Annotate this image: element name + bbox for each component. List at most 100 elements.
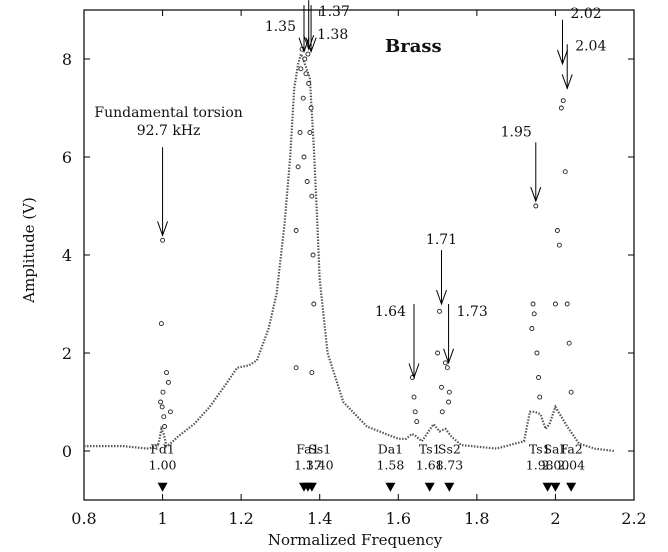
- data-point: [293, 228, 299, 233]
- annotation-label: 1.73: [457, 304, 488, 320]
- mode-name: Ss1: [308, 441, 331, 456]
- x-tick-label: 1: [157, 509, 167, 528]
- x-tick-label: 1.2: [228, 509, 253, 528]
- data-point: [446, 399, 452, 405]
- data-point: [295, 164, 301, 170]
- mode-value: 1.58: [377, 457, 405, 472]
- data-point: [531, 311, 537, 317]
- data-point: [302, 56, 308, 62]
- data-point: [444, 365, 450, 371]
- mode-marker: [542, 482, 553, 492]
- annotation-arrow-head: [408, 363, 420, 379]
- data-point: [158, 399, 164, 405]
- annotation-label: 1.38: [317, 27, 348, 43]
- data-point: [529, 326, 535, 331]
- data-point: [159, 404, 165, 410]
- mode-marker: [157, 482, 168, 492]
- x-tick-label: 0.8: [71, 509, 96, 528]
- data-point: [435, 350, 441, 356]
- mode-value: 1.73: [435, 457, 463, 472]
- annotation-label: 1.64: [375, 304, 406, 320]
- annotation-label: 1.37: [319, 4, 350, 20]
- data-point: [304, 179, 310, 184]
- tick-labels: 0.8 1 1.2 1.4 1.6 1.8 2 2.2 0 2 4 6 8: [62, 10, 647, 528]
- annotation-label: 1.95: [501, 124, 532, 140]
- mode-name: Fa1: [296, 441, 319, 456]
- data-point: [164, 370, 169, 376]
- data-point: [411, 394, 417, 400]
- data-point: [552, 301, 558, 307]
- x-tick-label: 2.2: [621, 509, 646, 528]
- data-points: [158, 46, 574, 429]
- data-point: [167, 409, 173, 415]
- annotation-label: 1.71: [426, 232, 457, 248]
- data-point: [446, 389, 452, 395]
- data-point: [439, 409, 445, 415]
- annotation-arrow-head: [561, 74, 573, 90]
- mode-name: Ss2: [438, 441, 461, 456]
- mode-name: Fa2: [560, 441, 583, 456]
- data-point: [309, 370, 315, 376]
- data-point: [412, 409, 418, 415]
- x-tick-label: 1.8: [464, 509, 489, 528]
- data-point: [414, 419, 420, 425]
- annotation-label: 92.7 kHz: [137, 123, 201, 139]
- mode-marker: [444, 482, 455, 492]
- series-line: [84, 50, 615, 453]
- mode-marker: [385, 482, 396, 492]
- y-tick-label: 0: [62, 442, 72, 461]
- data-point: [566, 340, 572, 346]
- mode-value: 1.98: [526, 457, 554, 472]
- data-point: [310, 252, 316, 258]
- data-point: [300, 95, 306, 101]
- annotation-arrow-head: [443, 348, 455, 365]
- x-tick-label: 1.6: [386, 509, 411, 528]
- mode-name: Sa1: [543, 441, 567, 456]
- data-point: [306, 81, 312, 86]
- y-tick-label: 4: [62, 246, 72, 265]
- annotation-arrow-head: [305, 37, 317, 54]
- data-point: [166, 379, 171, 385]
- data-point: [311, 301, 317, 307]
- data-point: [554, 228, 560, 233]
- data-point: [442, 360, 448, 366]
- mode-marker: [424, 482, 435, 492]
- data-point: [305, 51, 311, 57]
- mode-name: Ts1: [419, 441, 441, 456]
- data-point: [161, 414, 167, 420]
- data-point: [568, 389, 574, 395]
- mode-name: Ts1: [529, 441, 551, 456]
- data-point: [303, 71, 309, 77]
- mode-labels: Fd11.00Fa11.37Ss11.40Da11.58Ts11.68Ss21.…: [149, 441, 585, 492]
- x-axis-label: Normalized Frequency: [268, 531, 443, 549]
- x-tick-label: 2: [550, 509, 560, 528]
- data-point: [308, 105, 314, 111]
- data-point: [297, 130, 303, 135]
- mode-value: 2.04: [557, 457, 585, 472]
- data-point: [437, 308, 442, 314]
- annotation-arrow-head: [530, 186, 542, 203]
- data-point: [558, 105, 564, 111]
- annotation-label: 1.35: [265, 19, 296, 35]
- data-point: [160, 237, 166, 243]
- annotation-label: 2.04: [575, 38, 606, 54]
- annotation-arrow-head: [436, 289, 447, 306]
- mode-value: 1.68: [416, 457, 444, 472]
- mode-marker: [566, 482, 577, 492]
- mode-value: 1.40: [306, 457, 334, 472]
- response-curve: [84, 50, 615, 453]
- annotation-arrow-head: [303, 35, 315, 51]
- y-tick-label: 6: [62, 148, 72, 167]
- data-point: [556, 242, 562, 248]
- annotations: Fundamental torsion 92.7 kHz 1.35 1.37 1.38 1…: [94, 0, 606, 379]
- data-point: [293, 365, 299, 371]
- data-point: [301, 154, 307, 160]
- mode-value: 1.00: [149, 457, 177, 472]
- data-point: [564, 301, 570, 307]
- data-point: [560, 98, 566, 104]
- y-tick-label: 2: [62, 344, 72, 363]
- y-tick-label: 8: [62, 50, 72, 69]
- data-point: [162, 424, 167, 429]
- annotation-label: 2.02: [571, 6, 602, 22]
